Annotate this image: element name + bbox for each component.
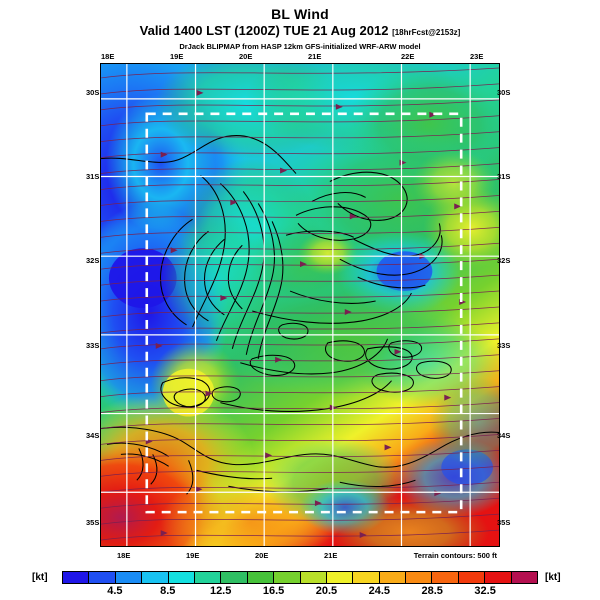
colorbar-tick-label: 24.5 (368, 585, 391, 597)
lon-label-top-23e: 23E (470, 52, 484, 61)
lat-label-right-30s: 30S (497, 88, 511, 97)
lat-label-left-31s: 31S (86, 172, 100, 181)
colorbar-tick-label: 32.5 (474, 585, 496, 597)
wind-speed-contour-fill (101, 64, 499, 546)
lat-label-right-34s: 34S (497, 431, 511, 440)
colorbar-swatch (379, 572, 407, 583)
colorbar-swatch (274, 572, 301, 583)
colorbar-swatch (511, 572, 538, 583)
wind-speed-map (101, 64, 499, 546)
lon-label-top-19e: 19E (170, 52, 184, 61)
colorbar-swatch (89, 572, 116, 583)
colorbar-tick-label: 28.5 (421, 585, 443, 597)
lat-label-left-30s: 30S (86, 88, 100, 97)
colorbar-swatch (115, 572, 143, 583)
lat-label-left-32s: 32S (86, 256, 100, 265)
colorbar-unit-right: [kt] (545, 572, 561, 583)
colorbar-swatch (485, 572, 512, 583)
page-title: BL Wind (271, 6, 329, 22)
valid-time-text: Valid 1400 LST (1200Z) TUE 21 Aug 2012 (139, 23, 389, 38)
lat-label-right-32s: 32S (497, 256, 511, 265)
model-source-line: DrJack BLIPMAP from HASP 12km GFS-initia… (179, 42, 421, 51)
colorbar-swatch (247, 572, 275, 583)
lon-label-top-22e: 22E (401, 52, 415, 61)
graticule (101, 64, 499, 546)
colorbar-tick-label: 12.5 (209, 585, 232, 597)
colorbar[interactable] (62, 571, 538, 584)
forecast-stamp: [18hrFcst@2153z] (392, 28, 461, 37)
colorbar-swatch (168, 572, 195, 583)
valid-time-line: Valid 1400 LST (1200Z) TUE 21 Aug 2012 [… (0, 23, 600, 40)
lat-label-left-34s: 34S (86, 431, 100, 440)
terrain-contour-note: Terrain contours: 500 ft (413, 551, 497, 560)
lon-label-bottom-18e: 18E (117, 551, 131, 560)
colorbar-tick-label: 16.5 (262, 585, 285, 597)
lon-label-top-18e: 18E (101, 52, 115, 61)
colorbar-swatch (221, 572, 248, 583)
colorbar-swatch (142, 572, 169, 583)
colorbar-swatch (432, 572, 459, 583)
lat-label-right-31s: 31S (497, 172, 511, 181)
lat-label-left-35s: 35S (86, 518, 100, 527)
title-block: BL Wind Valid 1400 LST (1200Z) TUE 21 Au… (0, 6, 600, 52)
colorbar-swatch (326, 572, 354, 583)
lon-label-top-21e: 21E (308, 52, 322, 61)
colorbar-unit-left: [kt] (32, 572, 48, 583)
colorbar-swatch (194, 572, 222, 583)
colorbar-swatch (300, 572, 327, 583)
lon-label-bottom-19e: 19E (186, 551, 200, 560)
wind-streamlines (101, 67, 499, 541)
lat-label-right-35s: 35S (497, 518, 511, 527)
colorbar-tick-label: 8.5 (160, 585, 176, 597)
lon-label-bottom-20e: 20E (255, 551, 269, 560)
inset-domain-box (145, 112, 463, 514)
lat-label-left-33s: 33S (86, 341, 100, 350)
map-panel[interactable] (100, 63, 500, 547)
lon-label-bottom-21e: 21E (324, 551, 338, 560)
colorbar-swatch (353, 572, 380, 583)
colorbar-swatch (63, 572, 90, 583)
colorbar-swatch (458, 572, 486, 583)
colorbar-tick-label: 4.5 (107, 585, 123, 597)
colorbar-swatch (406, 572, 433, 583)
lat-label-right-33s: 33S (497, 341, 511, 350)
colorbar-tick-label: 20.5 (315, 585, 338, 597)
lon-label-top-20e: 20E (239, 52, 253, 61)
